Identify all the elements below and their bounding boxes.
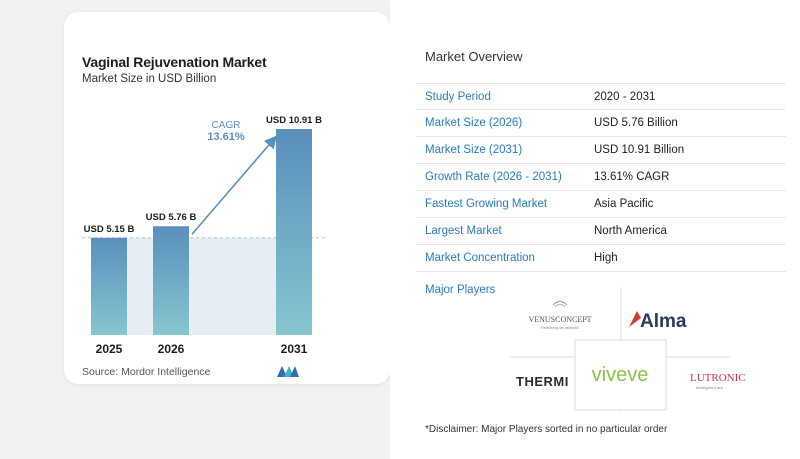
alma-logo: Alma [629, 311, 687, 332]
overview-row-market-size-2026: Market Size (2026) USD 5.76 Billion [416, 110, 786, 137]
overview-panel: Market Overview Study Period 2020 - 2031… [390, 0, 800, 459]
chart-subtitle: Market Size in USD Billion [82, 73, 217, 85]
viveve-text: viveve [592, 364, 649, 386]
lutronic-tagline: Intelligent Care [696, 385, 724, 390]
overview-label: Market Size (2031) [425, 144, 523, 156]
overview-row-growth-rate: Growth Rate (2026 - 2031) 13.61% CAGR [416, 164, 786, 191]
bar-2025 [91, 237, 127, 335]
viveve-logo-box [574, 339, 667, 411]
overview-label: Market Size (2026) [425, 117, 523, 129]
data-label-2025: USD 5.15 B [84, 224, 135, 235]
major-players-logos: VENUSCONCEPT Redefining the aesthetic Al… [510, 287, 746, 412]
chart-title: Vaginal Rejuvenation Market [82, 54, 267, 70]
overview-row-study-period: Study Period 2020 - 2031 [416, 83, 786, 110]
overview-label: Growth Rate (2026 - 2031) [425, 171, 562, 183]
bar-2026 [153, 226, 189, 335]
overview-row-fastest-growing: Fastest Growing Market Asia Pacific [416, 191, 786, 218]
thermi-text: THERMI [516, 374, 569, 389]
overview-row-market-size-2031: Market Size (2031) USD 10.91 Billion [416, 137, 786, 164]
overview-value: USD 10.91 Billion [594, 144, 685, 156]
overview-row-largest-market: Largest Market North America [416, 218, 786, 245]
x-tick-2026: 2026 [158, 342, 185, 356]
venus-concept-text: VENUSCONCEPT [528, 315, 591, 324]
cagr-value: 13.61% [207, 131, 245, 143]
overview-label: Study Period [425, 91, 491, 103]
data-label-2026: USD 5.76 B [146, 212, 197, 223]
disclaimer: *Disclaimer: Major Players sorted in no … [425, 424, 668, 435]
overview-value: 2020 - 2031 [594, 91, 656, 103]
overview-title: Market Overview [425, 49, 523, 64]
x-tick-2031: 2031 [281, 342, 308, 356]
alma-text: Alma [640, 311, 687, 332]
overview-value: High [594, 252, 618, 264]
overview-row-concentration: Market Concentration High [416, 245, 786, 272]
chart-card: Vaginal Rejuvenation Market Market Size … [64, 12, 390, 384]
bar-chart: USD 5.15 B 2025 USD 5.76 B 2026 USD 10.91 B 2… [82, 115, 326, 356]
bar-2031 [276, 129, 312, 335]
venus-tagline: Redefining the aesthetic [541, 326, 579, 330]
overview-value: USD 5.76 Billion [594, 117, 678, 129]
thermi-logo: THERMI [516, 374, 569, 389]
overview-label: Fastest Growing Market [425, 198, 548, 210]
lutronic-logo: LUTRONIC Intelligent Care [690, 372, 746, 390]
overview-value: North America [594, 225, 667, 237]
overview-value: Asia Pacific [594, 198, 654, 210]
viveve-logo: viveve [592, 364, 649, 386]
overview-table: Study Period 2020 - 2031 Market Size (20… [416, 83, 786, 272]
data-label-2031: USD 10.91 B [266, 115, 322, 126]
source-note: Source: Mordor Intelligence [82, 366, 211, 378]
cagr-arrow [191, 135, 278, 235]
cagr-label: CAGR [212, 120, 241, 131]
overview-label: Largest Market [425, 225, 502, 237]
forecast-shade [127, 237, 276, 335]
venus-concept-logo: VENUSCONCEPT Redefining the aesthetic [528, 301, 592, 330]
x-tick-2025: 2025 [96, 342, 123, 356]
overview-value: 13.61% CAGR [594, 171, 670, 183]
overview-label: Market Concentration [425, 252, 535, 264]
lutronic-text: LUTRONIC [690, 372, 746, 384]
mordor-logo-icon [277, 366, 299, 377]
major-players-title: Major Players [425, 284, 496, 296]
